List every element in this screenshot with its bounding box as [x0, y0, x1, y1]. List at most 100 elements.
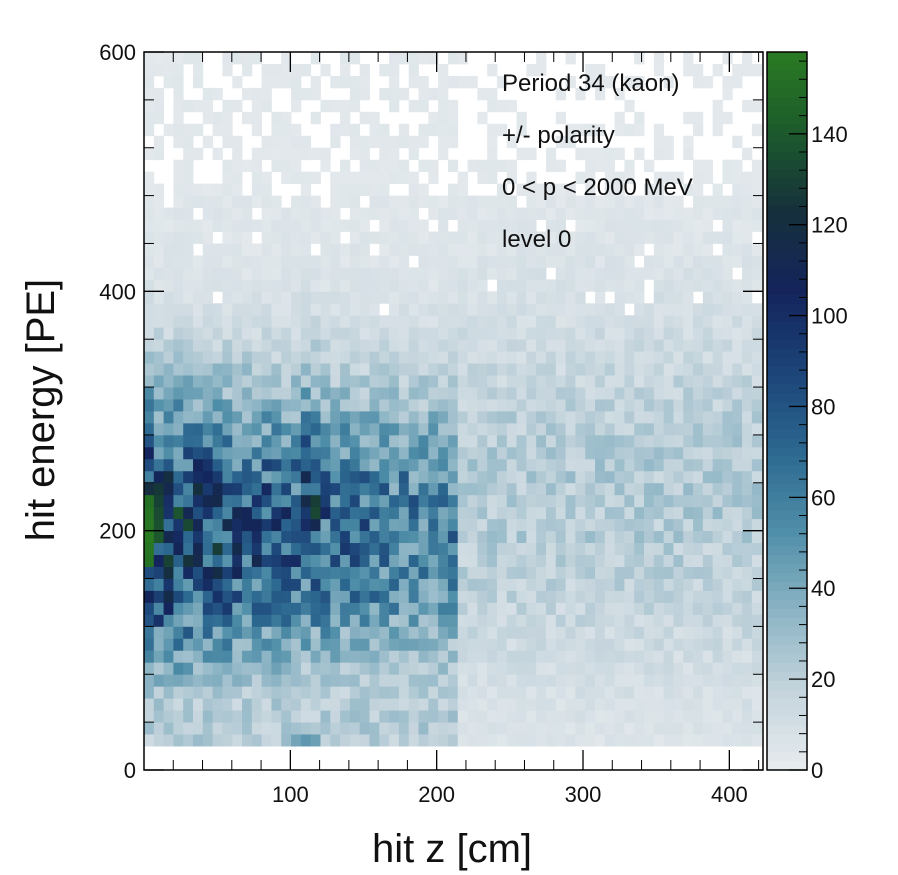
heatmap-cell	[644, 482, 655, 496]
heatmap-cell	[673, 387, 684, 400]
heatmap-cell	[702, 219, 714, 232]
heatmap-cell	[369, 674, 380, 687]
heatmap-cell	[418, 554, 429, 567]
heatmap-cell	[369, 399, 380, 412]
heatmap-cell	[222, 578, 233, 591]
heatmap-cell	[202, 207, 214, 220]
heatmap-cell	[712, 602, 723, 615]
heatmap-cell	[732, 303, 743, 316]
heatmap-cell	[506, 686, 517, 699]
heatmap-cell	[251, 351, 263, 364]
heatmap-cell	[369, 578, 380, 591]
heatmap-cell	[506, 578, 517, 591]
heatmap-cell	[153, 231, 164, 244]
heatmap-cell	[379, 662, 390, 675]
heatmap-cell	[300, 674, 312, 687]
heatmap-cell	[251, 518, 263, 532]
heatmap-cell	[693, 375, 704, 388]
heatmap-cell	[634, 554, 645, 567]
heatmap-cell	[330, 339, 341, 352]
heatmap-cell	[222, 566, 233, 579]
heatmap-cell	[379, 458, 390, 472]
heatmap-cell	[673, 315, 684, 328]
heatmap-cell	[359, 183, 370, 196]
heatmap-cell	[447, 518, 459, 532]
heatmap-cell	[232, 375, 243, 388]
heatmap-cell	[222, 650, 233, 663]
heatmap-cell	[683, 566, 694, 579]
heatmap-cell	[516, 351, 527, 364]
heatmap-cell	[506, 674, 517, 687]
heatmap-cell	[536, 279, 547, 292]
heatmap-cell	[398, 530, 410, 544]
heatmap-cell	[438, 279, 449, 292]
x-tick-label: 300	[565, 782, 602, 807]
heatmap-cell	[732, 351, 743, 364]
heatmap-cell	[526, 650, 537, 663]
heatmap-cell	[496, 291, 508, 304]
heatmap-cell	[310, 422, 321, 436]
heatmap-cell	[261, 339, 272, 352]
heatmap-cell	[585, 638, 596, 651]
heatmap-cell	[634, 327, 645, 340]
colorbar-segment	[767, 734, 807, 744]
heatmap-cell	[222, 363, 233, 376]
heatmap-cell	[506, 291, 517, 304]
heatmap-cell	[232, 710, 243, 723]
heatmap-cell	[526, 674, 537, 687]
heatmap-cell	[487, 99, 498, 113]
heatmap-cell	[702, 267, 714, 280]
heatmap-cell	[653, 303, 665, 316]
heatmap-cell	[251, 279, 263, 292]
colorbar-segment	[767, 249, 807, 259]
heatmap-cell	[751, 219, 763, 232]
heatmap-cell	[389, 279, 400, 292]
heatmap-cell	[418, 698, 429, 711]
heatmap-cell	[751, 566, 763, 579]
heatmap-cell	[585, 674, 596, 687]
heatmap-cell	[379, 195, 390, 208]
heatmap-cell	[555, 650, 566, 663]
heatmap-cell	[683, 602, 694, 615]
heatmap-cell	[516, 722, 527, 735]
heatmap-cell	[496, 422, 508, 436]
heatmap-cell	[212, 351, 223, 364]
heatmap-cell	[183, 458, 194, 472]
heatmap-cell	[624, 422, 635, 436]
heatmap-cell	[398, 327, 410, 340]
heatmap-cell	[428, 363, 439, 376]
heatmap-cell	[673, 698, 684, 711]
colorbar-segment	[767, 554, 807, 565]
heatmap-cell	[447, 482, 459, 496]
colorbar-segment	[767, 96, 807, 107]
heatmap-cell	[536, 183, 547, 196]
heatmap-cell	[408, 626, 419, 639]
heatmap-cell	[153, 626, 164, 639]
heatmap-cell	[457, 638, 468, 651]
heatmap-cell	[193, 518, 204, 532]
heatmap-cell	[702, 387, 714, 400]
heatmap-cell	[340, 698, 351, 711]
heatmap-cell	[653, 614, 665, 627]
heatmap-cell	[516, 363, 527, 376]
heatmap-cell	[202, 722, 214, 735]
heatmap-cell	[624, 674, 635, 687]
heatmap-cell	[222, 195, 233, 208]
heatmap-cell	[398, 734, 410, 747]
heatmap-cell	[722, 399, 733, 412]
heatmap-cell	[742, 482, 753, 496]
heatmap-cell	[153, 279, 164, 292]
heatmap-cell	[340, 422, 351, 436]
heatmap-cell	[163, 530, 174, 544]
colorbar-segment	[767, 375, 807, 385]
heatmap-cell	[369, 614, 380, 627]
heatmap-cell	[359, 375, 370, 388]
heatmap-cell	[604, 422, 616, 436]
heatmap-cell	[467, 351, 478, 364]
heatmap-cell	[340, 99, 351, 113]
heatmap-cell	[545, 650, 557, 663]
heatmap-cell	[702, 662, 714, 675]
heatmap-cell	[183, 566, 194, 579]
heatmap-cell	[496, 411, 508, 424]
heatmap-cell	[330, 399, 341, 412]
